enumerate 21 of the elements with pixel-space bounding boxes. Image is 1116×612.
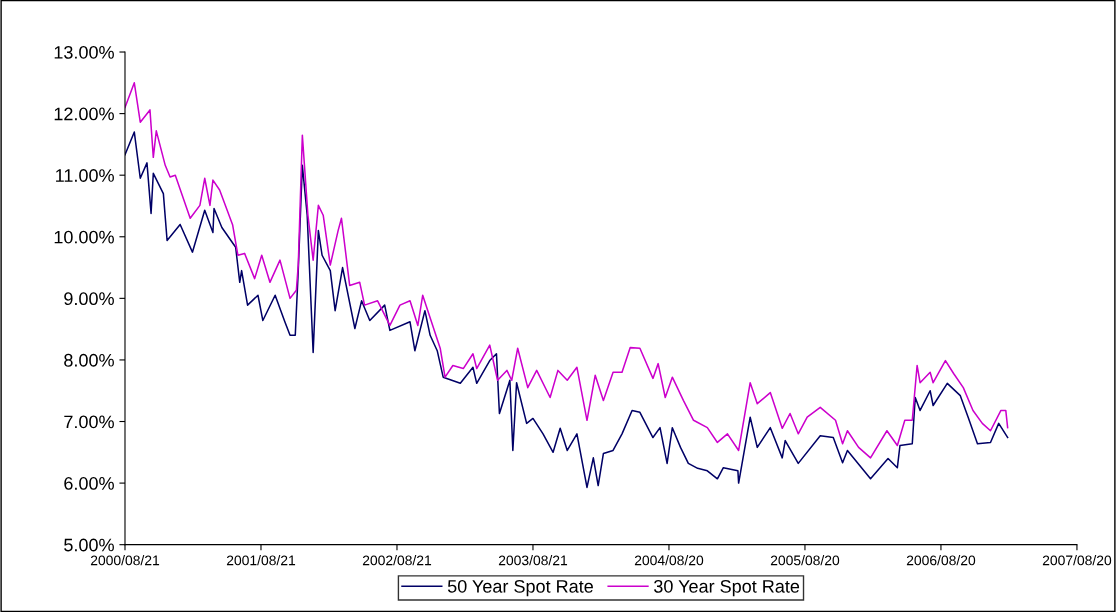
x-tick-label: 2006/08/20 (906, 555, 976, 566)
x-tick-label: 2004/08/20 (634, 555, 704, 566)
line-series (124, 82, 1009, 459)
legend-label: 50 Year Spot Rate (447, 579, 593, 597)
x-tick-label: 2002/08/21 (362, 555, 432, 566)
x-tick-label: 2003/08/21 (498, 555, 568, 566)
legend-label: 30 Year Spot Rate (654, 579, 800, 597)
y-tick-label: 6.00% (64, 477, 114, 490)
x-tick-label: 2005/08/20 (770, 555, 840, 566)
y-tick-label: 11.00% (56, 169, 114, 182)
y-tick-label: 8.00% (64, 353, 114, 367)
x-tick-label: 2000/08/21 (90, 555, 160, 566)
line-series (124, 131, 1009, 489)
y-tick-label: 13.00% (54, 45, 114, 59)
x-tick-label: 2007/08/20 (1042, 555, 1112, 566)
x-tick-label: 2001/08/21 (226, 555, 296, 566)
y-tick-label: 7.00% (64, 415, 114, 429)
y-tick-label: 5.00% (64, 538, 114, 552)
y-tick-label: 9.00% (64, 292, 114, 306)
y-tick-label: 12.00% (54, 107, 114, 121)
y-tick-label: 10.00% (54, 230, 114, 244)
